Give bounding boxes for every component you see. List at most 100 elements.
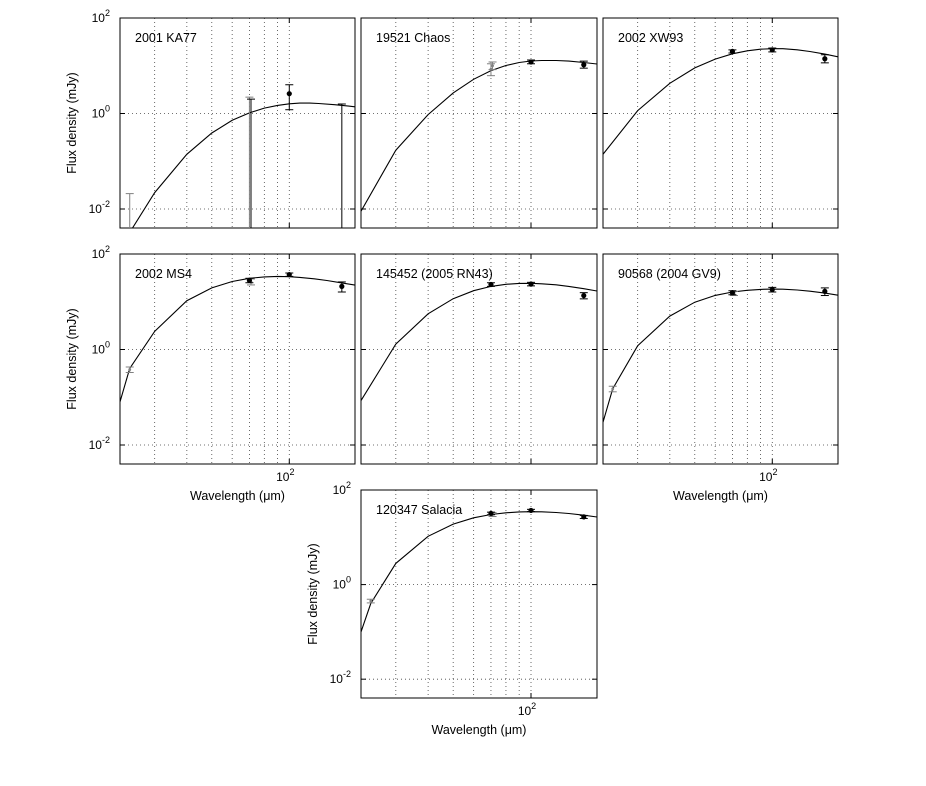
panel-frame <box>602 253 839 465</box>
tick-base: 10 <box>330 672 344 686</box>
panel-145452-2005-rn43: 145452 (2005 RN43) <box>360 253 598 465</box>
data-marker <box>488 510 494 517</box>
data-point-herschel-pacs-black <box>486 510 495 517</box>
data-marker <box>528 59 534 65</box>
y-tick-label: 100 <box>333 575 351 592</box>
tick-exponent: -2 <box>102 199 110 209</box>
x-tick-label: 102 <box>759 467 777 484</box>
tick-base: 10 <box>759 470 773 484</box>
data-point-herschel-pacs-black <box>337 103 346 228</box>
panel-frame <box>119 253 356 465</box>
y-tick-label: 100 <box>92 103 110 120</box>
model-curve <box>361 59 597 212</box>
data-point-spitzer-gray-upper-limits <box>125 193 134 228</box>
data-point-herschel-pacs-black <box>527 507 536 514</box>
data-point-herschel-pacs-black <box>246 98 255 228</box>
data-point-spitzer-gray <box>488 61 497 71</box>
panel-frame <box>602 17 839 229</box>
tick-exponent: 0 <box>105 103 110 113</box>
data-marker <box>729 48 736 54</box>
panel-frame <box>360 253 598 465</box>
tick-exponent: 2 <box>105 8 110 18</box>
panel-title: 19521 Chaos <box>376 31 450 45</box>
y-tick-label: 102 <box>92 8 110 25</box>
tick-base: 10 <box>92 106 106 120</box>
panel-title: 145452 (2005 RN43) <box>376 267 493 281</box>
data-marker <box>528 281 534 287</box>
model-curve <box>361 511 597 633</box>
y-tick-label: 102 <box>333 480 351 497</box>
tick-exponent: -2 <box>102 435 110 445</box>
tick-base: 10 <box>333 483 347 497</box>
y-tick-label: 100 <box>92 339 110 356</box>
data-marker <box>128 368 132 371</box>
panel-title: 2002 MS4 <box>135 267 192 281</box>
tick-base: 10 <box>92 247 106 261</box>
data-point-herschel-pacs-black <box>285 272 294 278</box>
model-curve <box>361 282 597 401</box>
y-tick-label: 10-2 <box>89 435 110 452</box>
x-axis-label: Wavelength (μm) <box>673 489 768 503</box>
data-point-herschel-pacs-black <box>579 514 588 520</box>
tick-exponent: 2 <box>105 244 110 254</box>
data-point-herschel-pacs-black <box>579 292 588 300</box>
data-marker <box>769 47 775 53</box>
data-point-herschel-pacs-black <box>728 290 737 296</box>
data-point-spitzer-gray <box>608 385 617 393</box>
panel-title: 2002 XW93 <box>618 31 683 45</box>
tick-base: 10 <box>89 438 103 452</box>
panel-19521-chaos: 19521 Chaos <box>360 17 598 229</box>
tick-exponent: 2 <box>346 480 351 490</box>
data-point-spitzer-gray-upper-limits <box>245 96 254 228</box>
panel-title: 120347 Salacia <box>376 503 462 517</box>
tick-exponent: 2 <box>289 467 294 477</box>
data-marker <box>369 599 373 603</box>
panel-frame <box>119 17 356 229</box>
model-curve <box>603 48 838 155</box>
data-marker <box>581 62 587 68</box>
panel-frame <box>360 17 598 229</box>
data-point-herschel-pacs-black <box>820 287 829 297</box>
tick-base: 10 <box>92 342 106 356</box>
data-marker <box>611 387 615 391</box>
x-axis-label: Wavelength (μm) <box>432 723 527 737</box>
data-marker <box>729 290 736 296</box>
data-point-herschel-pacs-black <box>285 84 294 111</box>
y-tick-label: 102 <box>92 244 110 261</box>
data-point-herschel-pacs-black <box>486 281 495 288</box>
data-marker <box>246 277 253 283</box>
data-marker <box>581 514 587 520</box>
data-point-herschel-pacs-black <box>527 59 536 65</box>
data-marker <box>769 286 775 293</box>
tick-exponent: -2 <box>343 669 351 679</box>
data-point-herschel-pacs-black <box>820 54 829 64</box>
tick-base: 10 <box>92 11 106 25</box>
data-point-spitzer-gray <box>366 598 375 604</box>
model-curve <box>120 275 355 403</box>
panel-title: 90568 (2004 GV9) <box>618 267 721 281</box>
data-marker <box>528 507 534 514</box>
data-marker <box>822 288 828 294</box>
tick-base: 10 <box>333 578 347 592</box>
x-tick-label: 102 <box>518 701 536 718</box>
y-axis-label: Flux density (mJy) <box>65 308 79 409</box>
tick-exponent: 2 <box>531 701 536 711</box>
model-curve <box>132 102 355 228</box>
x-axis-label: Wavelength (μm) <box>190 489 285 503</box>
y-axis-label: Flux density (mJy) <box>65 72 79 173</box>
model-curve <box>603 288 838 423</box>
panel-2002-xw93: 2002 XW93 <box>602 17 839 229</box>
data-point-herschel-pacs-black <box>527 281 536 287</box>
y-tick-label: 10-2 <box>89 199 110 216</box>
data-point-herschel-pacs-black <box>579 60 588 69</box>
panel-frame <box>360 489 598 699</box>
data-point-spitzer-gray <box>125 366 134 373</box>
tick-base: 10 <box>276 470 290 484</box>
panel-title: 2001 KA77 <box>135 31 197 45</box>
data-point-herschel-pacs-black <box>768 286 777 293</box>
data-marker <box>491 64 494 68</box>
tick-exponent: 0 <box>346 575 351 585</box>
